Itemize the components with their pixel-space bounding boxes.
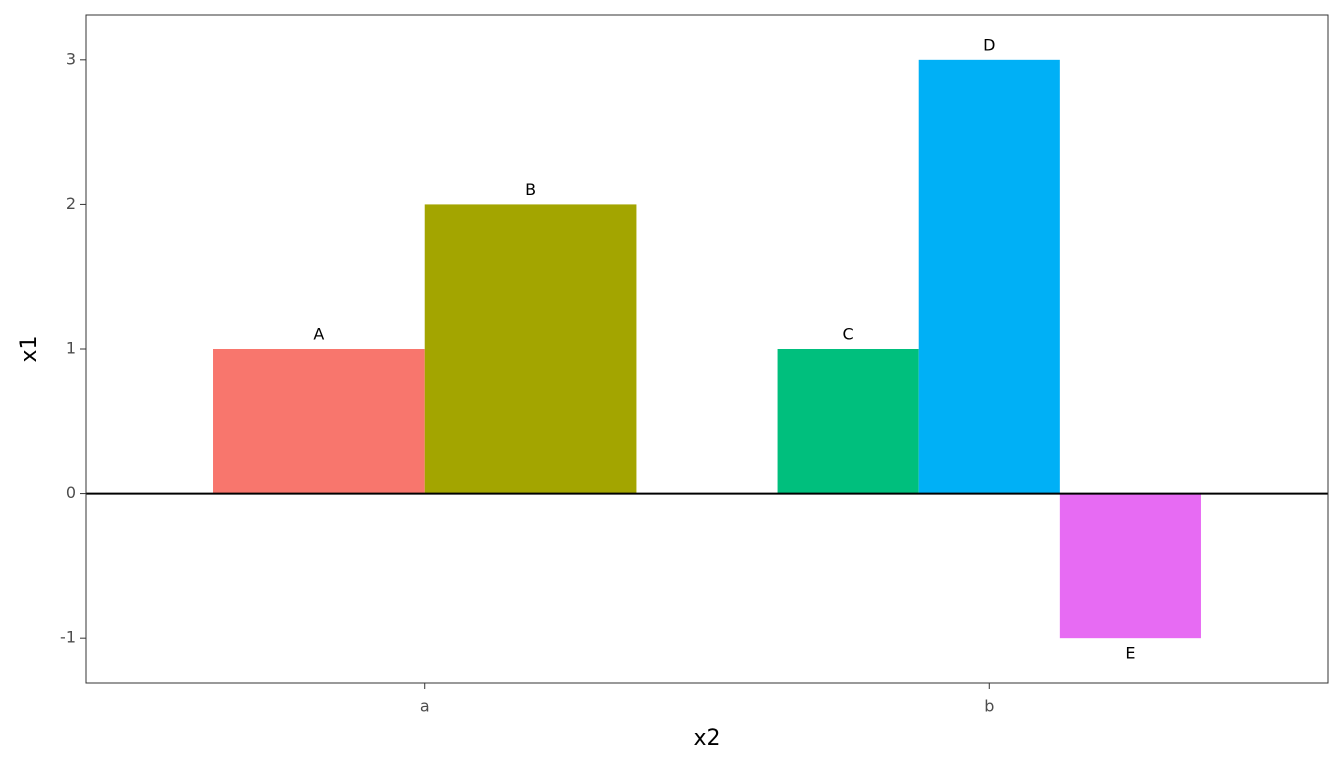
y-tick-label: 3 — [66, 49, 76, 68]
x-tick-label: a — [420, 697, 430, 716]
y-tick-label: 2 — [66, 194, 76, 213]
bar-label: B — [525, 180, 536, 199]
y-tick-label: -1 — [60, 628, 76, 647]
bar-label: E — [1125, 644, 1135, 663]
bar — [424, 204, 637, 494]
bar — [918, 59, 1060, 494]
x-tick-label: b — [984, 697, 994, 716]
panel-border — [85, 14, 1329, 684]
y-tick-label: 1 — [66, 339, 76, 358]
bar-label: A — [313, 325, 324, 344]
bar — [777, 349, 919, 494]
y-axis-title: x1 — [17, 335, 42, 362]
bar-label: C — [843, 325, 854, 344]
y-tick-label: 0 — [66, 483, 76, 502]
x-axis-title: x2 — [693, 726, 720, 751]
bar-label: D — [983, 35, 995, 54]
bar — [213, 349, 425, 494]
bar — [1059, 493, 1201, 639]
